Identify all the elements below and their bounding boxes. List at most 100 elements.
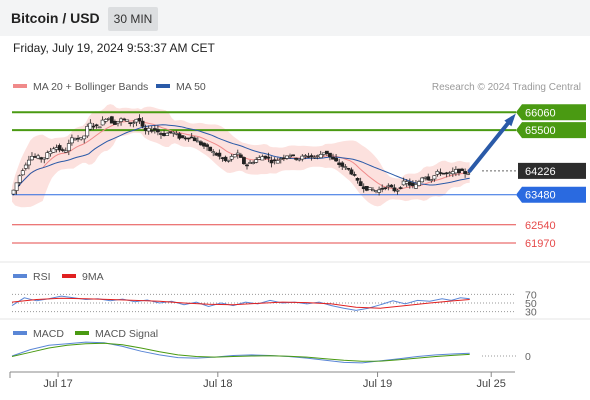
macd-zero-label: 0 [525, 351, 531, 363]
macd-line [11, 341, 470, 364]
candle-up [100, 119, 105, 126]
candle-up [66, 143, 71, 152]
candle-up [321, 152, 326, 155]
candle-up [134, 118, 139, 123]
rsi-legend-label-1: 9MA [82, 271, 104, 283]
candle-up [432, 175, 437, 180]
candle-down [91, 125, 96, 128]
rsi-ma9-line [11, 297, 470, 309]
candle-down [349, 169, 354, 175]
candles-group [11, 114, 471, 196]
candle-down [205, 144, 209, 147]
candle-up [51, 148, 56, 153]
candle-down [214, 153, 219, 156]
candle-down [352, 174, 357, 176]
candle-down [33, 156, 37, 158]
candle-up [63, 150, 68, 153]
candle-up [235, 152, 240, 155]
candle-up [260, 156, 265, 161]
candle-down [220, 157, 225, 159]
candle-down [128, 122, 133, 125]
candle-down [183, 137, 188, 140]
prediction-arrow-head [504, 113, 516, 127]
candle-up [85, 126, 90, 137]
candle-down [337, 162, 342, 165]
candle-down [159, 133, 163, 135]
candle-down [168, 131, 173, 133]
candle-up [97, 126, 102, 129]
level-tag-66060 [516, 104, 586, 121]
candle-down [238, 154, 243, 158]
macd-signal-line [11, 342, 470, 362]
candle-up [447, 172, 452, 174]
chart-datetime: Friday, July 19, 2024 9:53:37 AM CET [13, 41, 215, 55]
candle-up [146, 127, 151, 132]
candle-up [248, 162, 252, 164]
candle-down [199, 141, 203, 146]
candle-up [23, 164, 28, 169]
candle-up [312, 156, 317, 159]
candle-up [119, 118, 123, 122]
candle-up [288, 155, 292, 158]
candle-up [453, 169, 458, 174]
candle-up [401, 180, 406, 186]
candle-down [137, 118, 142, 122]
candle-up [73, 138, 77, 141]
instrument-title: Bitcoin / USD [11, 10, 100, 26]
candle-down [39, 157, 44, 160]
candle-up [395, 189, 400, 192]
candle-up [20, 170, 25, 176]
candle-up [54, 147, 59, 150]
candle-up [88, 122, 93, 130]
candle-up [229, 156, 234, 160]
legend-swatch-1 [156, 84, 170, 88]
candle-down [291, 154, 295, 157]
ma50-line [11, 124, 470, 195]
level-label-63480: 63480 [525, 190, 556, 202]
candle-up [414, 184, 418, 189]
candle-down [309, 155, 314, 158]
x-tick-label-Jul 17: Jul 17 [43, 378, 72, 390]
candle-up [106, 118, 111, 120]
candle-down [162, 132, 166, 137]
candle-up [374, 190, 378, 193]
candle-down [389, 184, 394, 188]
candle-down [306, 156, 311, 158]
candle-down [217, 152, 222, 157]
candle-down [380, 188, 385, 190]
candle-down [410, 182, 415, 186]
candle-down [398, 187, 403, 189]
candle-down [156, 129, 160, 133]
candle-up [211, 151, 216, 153]
candle-up [386, 185, 391, 188]
candle-down [272, 159, 277, 162]
candle-up [232, 154, 237, 158]
rsi-legend-swatch-0 [13, 274, 27, 278]
candle-up [318, 154, 323, 159]
candle-up [195, 140, 200, 143]
candle-down [358, 181, 363, 186]
rsi-level-label-70: 70 [525, 289, 537, 301]
candle-down [76, 137, 80, 140]
timeframe-button[interactable]: 30 MIN [108, 7, 158, 31]
macd-legend-swatch-0 [13, 331, 27, 335]
candle-up [435, 170, 440, 175]
candle-down [407, 181, 412, 186]
candle-down [109, 116, 114, 124]
candle-up [429, 179, 434, 181]
candle-down [122, 118, 127, 121]
candle-up [26, 159, 31, 166]
candle-up [226, 159, 231, 162]
candle-up [254, 159, 259, 163]
legend-label-0: MA 20 + Bollinger Bands [33, 81, 148, 93]
candle-up [420, 177, 424, 183]
candle-down [245, 164, 249, 167]
candle-up [371, 189, 375, 192]
candle-up [404, 181, 409, 184]
prediction-arrow-shaft [467, 116, 514, 173]
candle-up [116, 121, 120, 124]
candle-down [457, 168, 461, 174]
candle-down [266, 156, 271, 159]
last-price-label: 64226 [525, 166, 556, 178]
